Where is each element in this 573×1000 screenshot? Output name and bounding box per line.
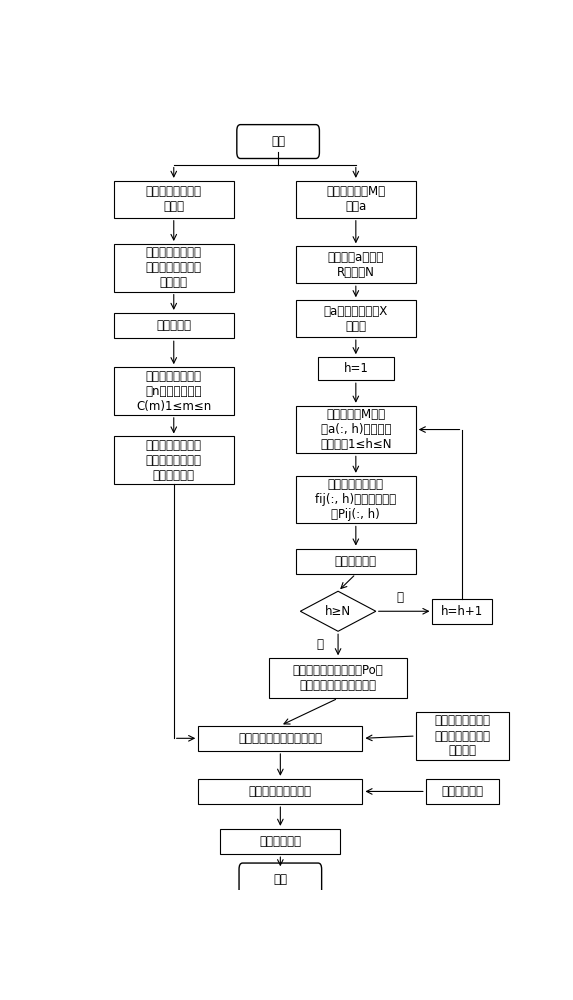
FancyBboxPatch shape bbox=[296, 300, 416, 337]
FancyBboxPatch shape bbox=[114, 244, 234, 292]
Text: 是: 是 bbox=[317, 638, 324, 651]
Text: 读取上一年光伏功
率数据: 读取上一年光伏功 率数据 bbox=[146, 185, 202, 213]
Text: 预测值相似云区间融合修正: 预测值相似云区间融合修正 bbox=[238, 732, 323, 745]
Text: 欧式距离聚类，形
成n个相似日矩阵
C(m)1≤m≤n: 欧式距离聚类，形 成n个相似日矩阵 C(m)1≤m≤n bbox=[136, 370, 211, 413]
Text: 归一化处理: 归一化处理 bbox=[156, 319, 191, 332]
Text: 计算转移频率矩阵
fij(:, h)和转移概率矩
阵Pij(:, h): 计算转移频率矩阵 fij(:, h)和转移概率矩 阵Pij(:, h) bbox=[315, 478, 397, 521]
FancyBboxPatch shape bbox=[433, 599, 492, 624]
Text: 确定状态转移概率矩阵Po初
始状态分布，提取预测值: 确定状态转移概率矩阵Po初 始状态分布，提取预测值 bbox=[293, 664, 383, 692]
Text: 进行马氏检验: 进行马氏检验 bbox=[335, 555, 377, 568]
Text: 对每天数据进行统
计分析，计算各项
聚类指标: 对每天数据进行统 计分析，计算各项 聚类指标 bbox=[146, 246, 202, 289]
Text: 对同一时刻M天数
据a(:, h)进行状态
序列估计1≤h≤N: 对同一时刻M天数 据a(:, h)进行状态 序列估计1≤h≤N bbox=[320, 408, 391, 451]
FancyBboxPatch shape bbox=[318, 357, 394, 380]
Text: h=h+1: h=h+1 bbox=[441, 605, 484, 618]
Text: 读取待测日天气预
报信息确定待测日
所属类别: 读取待测日天气预 报信息确定待测日 所属类别 bbox=[434, 714, 490, 758]
Text: 读取预测日前M天
数据a: 读取预测日前M天 数据a bbox=[326, 185, 386, 213]
FancyBboxPatch shape bbox=[114, 181, 234, 218]
FancyBboxPatch shape bbox=[296, 476, 416, 523]
FancyBboxPatch shape bbox=[114, 367, 234, 415]
FancyBboxPatch shape bbox=[269, 658, 407, 698]
FancyBboxPatch shape bbox=[237, 125, 319, 158]
Text: 一维逆向云加权融合: 一维逆向云加权融合 bbox=[249, 785, 312, 798]
FancyBboxPatch shape bbox=[114, 436, 234, 484]
FancyBboxPatch shape bbox=[416, 712, 509, 760]
Text: 一维正向云发生器
形成相似日典型曲
线及分布区间: 一维正向云发生器 形成相似日典型曲 线及分布区间 bbox=[146, 439, 202, 482]
Text: 将a中数据划分为X
个状态: 将a中数据划分为X 个状态 bbox=[324, 305, 388, 333]
Text: 输出预测结果: 输出预测结果 bbox=[260, 835, 301, 848]
FancyBboxPatch shape bbox=[296, 549, 416, 574]
Text: 获取数据a的行数
R和列数N: 获取数据a的行数 R和列数N bbox=[328, 251, 384, 279]
FancyBboxPatch shape bbox=[426, 779, 499, 804]
FancyBboxPatch shape bbox=[239, 863, 321, 897]
Text: 开始: 开始 bbox=[271, 135, 285, 148]
Text: h=1: h=1 bbox=[343, 362, 368, 375]
Text: 结束: 结束 bbox=[273, 873, 287, 886]
Text: 否: 否 bbox=[397, 591, 404, 604]
FancyBboxPatch shape bbox=[221, 829, 340, 854]
FancyBboxPatch shape bbox=[198, 779, 363, 804]
Text: 持续预测模型: 持续预测模型 bbox=[441, 785, 484, 798]
FancyBboxPatch shape bbox=[296, 246, 416, 283]
FancyBboxPatch shape bbox=[296, 406, 416, 453]
FancyBboxPatch shape bbox=[198, 726, 363, 751]
Polygon shape bbox=[300, 591, 376, 631]
FancyBboxPatch shape bbox=[114, 313, 234, 338]
FancyBboxPatch shape bbox=[296, 181, 416, 218]
Text: h≥N: h≥N bbox=[325, 605, 351, 618]
